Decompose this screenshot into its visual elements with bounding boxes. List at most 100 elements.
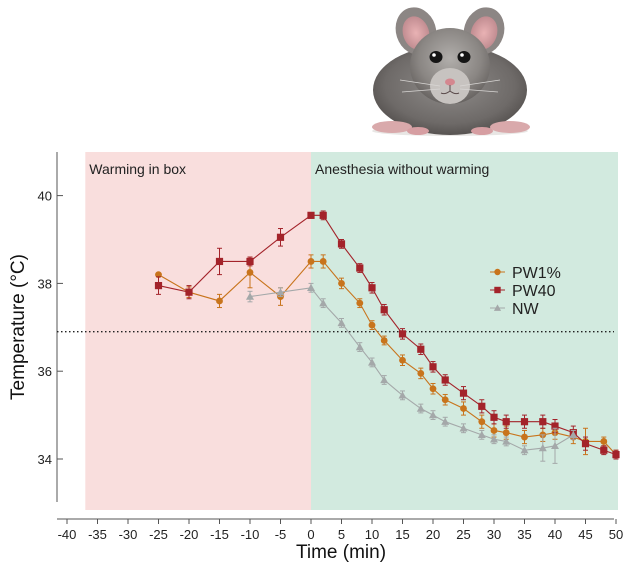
data-point-pw40-18 (502, 418, 510, 426)
data-point-pw1-16 (478, 418, 486, 426)
data-point-pw1-9 (368, 321, 376, 329)
data-point-nw-7 (380, 375, 389, 384)
data-point-pw1-24 (600, 438, 608, 445)
data-point-nw-11 (441, 417, 450, 425)
x-tick-label-5: 5 (338, 527, 345, 542)
data-point-nw-8 (398, 391, 407, 399)
x-tick-label-15: 15 (395, 527, 409, 542)
data-point-pw40-15 (459, 389, 468, 397)
series-pw40 (154, 210, 620, 460)
data-point-nw-2 (307, 283, 315, 291)
x-tick-label-25: 25 (456, 527, 470, 542)
data-point-pw40-3 (246, 257, 254, 266)
data-point-pw40-6 (319, 211, 327, 219)
data-point-nw-12 (459, 424, 468, 432)
x-tick-label--35: -35 (88, 527, 107, 542)
data-point-nw-17 (538, 444, 547, 452)
x-tick-label--5: -5 (275, 527, 287, 542)
data-point-nw-10 (429, 411, 437, 419)
data-point-nw-19 (569, 430, 578, 439)
data-point-pw40-13 (429, 363, 437, 371)
data-point-nw-9 (416, 404, 425, 412)
legend-label-nw: NW (512, 301, 540, 318)
y-tick-label-40: 40 (38, 189, 52, 204)
data-point-pw40-19 (520, 418, 529, 426)
data-point-nw-0 (246, 292, 254, 300)
x-tick-label--40: -40 (58, 527, 77, 542)
data-point-pw40-1 (185, 288, 193, 296)
data-point-pw1-12 (417, 369, 425, 377)
x-tick-label-10: 10 (365, 527, 379, 542)
data-point-pw1-18 (502, 429, 510, 437)
x-tick-label-45: 45 (578, 527, 592, 542)
data-point-pw1-7 (338, 280, 345, 287)
data-point-nw-4 (337, 318, 346, 327)
data-point-nw-6 (368, 358, 376, 366)
x-tick-label--15: -15 (210, 527, 229, 542)
data-point-pw1-13 (429, 385, 437, 393)
data-point-nw-3 (319, 299, 328, 307)
chart-axes (56, 152, 614, 520)
data-point-pw40-8 (356, 264, 364, 272)
data-point-pw40-17 (490, 413, 498, 421)
data-point-pw40-24 (600, 446, 608, 454)
data-point-pw40-21 (551, 422, 559, 430)
x-tick-label-40: 40 (548, 527, 562, 542)
data-point-pw40-12 (417, 345, 425, 353)
data-point-pw40-9 (368, 284, 376, 292)
x-tick-label--25: -25 (149, 527, 168, 542)
rat-illustration (372, 7, 530, 136)
x-tick-label-35: 35 (517, 527, 531, 542)
data-point-pw40-7 (337, 240, 346, 248)
data-point-pw1-19 (521, 433, 528, 441)
data-point-nw-5 (355, 343, 364, 351)
x-tick-label-50: 50 (609, 527, 623, 542)
data-point-pw1-8 (356, 299, 364, 307)
series-line-nw (249, 287, 574, 451)
y-axis-title: Temperature (°C) (8, 254, 29, 400)
data-point-pw1-11 (399, 356, 406, 364)
data-point-nw-13 (477, 430, 486, 439)
data-point-pw1-15 (460, 405, 467, 412)
y-tick-label-38: 38 (38, 276, 52, 291)
data-point-pw1-5 (307, 258, 315, 265)
legend-marker-pw1 (494, 268, 501, 276)
data-point-pw40-10 (380, 306, 388, 314)
legend-marker-nw (493, 304, 502, 311)
data-point-pw40-0 (154, 281, 163, 290)
data-point-pw40-20 (539, 418, 547, 426)
region-label-0: Warming in box (89, 161, 186, 177)
legend-marker-pw40 (494, 286, 501, 294)
data-point-pw40-23 (581, 440, 590, 448)
x-tick-label-30: 30 (487, 527, 501, 542)
y-tick-label-34: 34 (38, 452, 52, 467)
data-point-nw-18 (551, 441, 559, 450)
x-tick-label-0: 0 (307, 527, 314, 542)
x-tick-label--30: -30 (119, 527, 138, 542)
region-1 (311, 152, 618, 510)
x-tick-label--20: -20 (180, 527, 199, 542)
data-point-pw40-14 (441, 376, 449, 384)
data-point-pw1-14 (441, 396, 449, 404)
data-point-pw40-25 (612, 451, 620, 459)
region-0 (85, 152, 311, 510)
data-point-nw-16 (520, 446, 529, 454)
data-point-pw1-3 (246, 269, 254, 276)
data-point-pw40-5 (307, 211, 315, 219)
data-point-pw40-2 (215, 257, 224, 266)
data-point-pw1-10 (380, 337, 388, 344)
region-label-1: Anesthesia without warming (315, 161, 489, 177)
legend-label-pw40: PW40 (512, 283, 556, 300)
data-point-pw40-16 (478, 402, 486, 410)
series-nw (246, 282, 578, 464)
data-point-pw1-2 (216, 297, 223, 305)
data-point-pw1-17 (490, 427, 498, 434)
data-point-nw-15 (502, 437, 511, 445)
data-point-pw40-11 (398, 330, 407, 338)
data-point-pw40-4 (276, 233, 285, 241)
legend-label-pw1: PW1% (512, 265, 561, 282)
data-point-nw-1 (276, 288, 285, 296)
x-tick-label--10: -10 (241, 527, 260, 542)
